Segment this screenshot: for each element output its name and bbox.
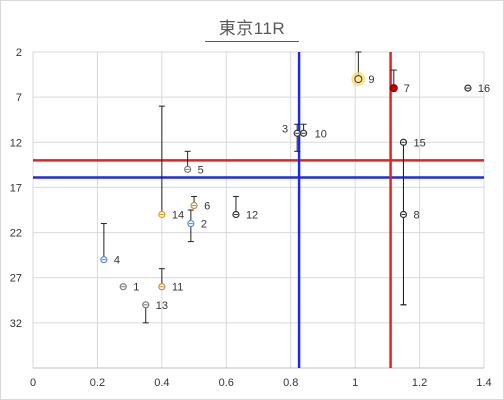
point-label: 8 <box>413 210 419 222</box>
x-tick-label: 1.4 <box>476 377 491 389</box>
y-tick-label: 2 <box>16 47 22 59</box>
data-point-7: 7 <box>389 83 410 95</box>
data-point-1: 1 <box>119 282 139 294</box>
error-bar <box>294 123 301 152</box>
y-tick-label: 12 <box>10 137 22 149</box>
data-point-11: 11 <box>158 282 183 294</box>
point-label: 11 <box>172 282 183 294</box>
y-tick-label: 32 <box>10 318 22 330</box>
point-label: 16 <box>478 83 490 95</box>
x-tick-label: 1.2 <box>412 377 427 389</box>
data-point-6: 6 <box>190 200 210 212</box>
point-label: 6 <box>204 200 210 212</box>
data-point-13: 13 <box>142 300 168 312</box>
point-label: 13 <box>156 300 168 312</box>
point-label: 15 <box>413 137 425 149</box>
point-label: 1 <box>133 282 139 294</box>
data-point-5: 5 <box>184 164 204 176</box>
point-marker <box>354 75 363 84</box>
point-label: 2 <box>201 219 207 231</box>
x-tick-label: 0.8 <box>283 377 298 389</box>
point-label: 7 <box>404 83 410 95</box>
data-point-14: 14 <box>158 210 184 222</box>
data-point-4: 4 <box>100 255 120 267</box>
error-bar <box>100 223 107 261</box>
point-label: 14 <box>172 210 184 222</box>
chart-title: 東京11R <box>0 14 504 42</box>
data-point-8: 8 <box>399 210 420 222</box>
point-label: 3 <box>282 123 288 135</box>
x-tick-label: 0 <box>30 377 36 389</box>
point-label: 12 <box>246 210 258 222</box>
point-label: 10 <box>315 128 327 140</box>
point-marker <box>389 84 398 93</box>
x-tick-label: 0.6 <box>219 377 234 389</box>
x-tick-label: 0.2 <box>90 377 105 389</box>
data-point-2: 2 <box>187 219 207 231</box>
gridlines <box>32 51 485 369</box>
y-tick-label: 27 <box>10 273 22 285</box>
x-tick-label: 1 <box>352 377 358 389</box>
error-bar <box>400 141 407 306</box>
point-label: 5 <box>198 164 204 176</box>
data-point-9: 9 <box>351 72 374 87</box>
y-tick-label: 22 <box>10 228 22 240</box>
data-point-12: 12 <box>232 210 258 222</box>
data-point-10: 10 <box>300 128 327 140</box>
y-tick-label: 17 <box>10 182 22 194</box>
point-label: 4 <box>114 255 120 267</box>
x-tick-label: 0.4 <box>154 377 169 389</box>
data-point-15: 15 <box>399 137 426 149</box>
y-tick-label: 7 <box>16 92 22 104</box>
point-label: 9 <box>368 74 374 86</box>
data-point-16: 16 <box>464 83 490 95</box>
